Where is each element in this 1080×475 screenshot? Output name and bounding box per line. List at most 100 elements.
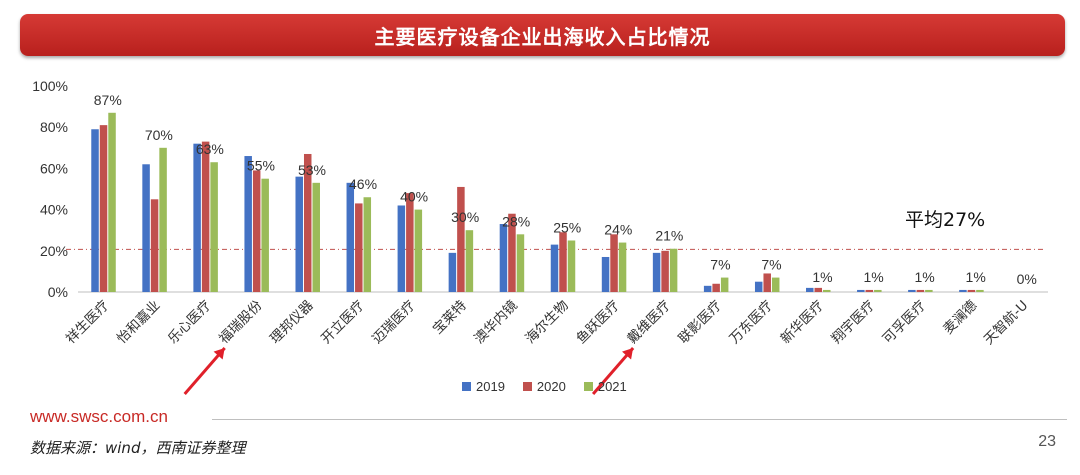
data-label: 1% [915, 269, 935, 285]
y-tick-label: 40% [40, 202, 68, 218]
x-tick-label: 开立医疗 [318, 298, 367, 347]
x-tick-label: 祥生医疗 [63, 298, 112, 347]
bar-2021 [363, 197, 372, 292]
bar-2020 [303, 153, 312, 292]
bar-2019 [91, 129, 99, 292]
y-tick-label: 80% [40, 119, 68, 135]
data-label: 0% [1017, 271, 1037, 287]
highlight-arrow-shaft [591, 347, 635, 395]
x-tick-label: 鱼跃医疗 [573, 297, 623, 347]
average-label: 平均27% [905, 209, 985, 231]
x-tick-label: 可孚医疗 [880, 298, 929, 347]
data-label: 24% [604, 222, 632, 238]
bar-2019 [754, 281, 763, 292]
bar-2019 [806, 287, 814, 292]
x-tick-label: 迈瑞医疗 [369, 298, 418, 347]
bar-2021 [976, 289, 984, 292]
bar-2020 [559, 232, 567, 292]
bar-2019 [601, 256, 610, 292]
bar-2021 [925, 289, 933, 292]
data-label: 87% [94, 92, 122, 108]
bar-2021 [823, 289, 831, 292]
data-label: 1% [966, 269, 986, 285]
data-label: 63% [196, 141, 224, 157]
bar-2020 [916, 289, 925, 292]
bar-2019 [703, 285, 712, 292]
bar-2021 [465, 230, 474, 292]
legend-label-2019: 2019 [476, 379, 505, 394]
bar-2020 [355, 203, 363, 292]
bar-2020 [763, 273, 771, 292]
data-label: 40% [400, 189, 428, 205]
x-tick-label: 海尔生物 [522, 298, 571, 347]
x-tick-label: 理邦仪器 [267, 297, 317, 347]
bar-2021 [108, 112, 116, 292]
bar-2021 [159, 147, 167, 292]
data-label: 30% [451, 209, 479, 225]
x-tick-label: 天智航-U [981, 298, 1031, 348]
legend-item-2019: 2019 [462, 379, 505, 394]
bar-2021 [874, 289, 882, 292]
bar-2020 [712, 283, 720, 292]
bar-2021 [414, 209, 423, 292]
bar-2020 [865, 289, 874, 292]
highlight-arrow-head [213, 348, 225, 360]
x-tick-label: 新华医疗 [778, 298, 827, 347]
bar-2021 [567, 240, 576, 292]
bar-2019 [652, 252, 661, 292]
bar-2019 [142, 164, 150, 292]
x-tick-label: 澳华内镜 [471, 297, 521, 347]
x-tick-label: 翔宇医疗 [829, 298, 878, 347]
data-label: 55% [247, 158, 275, 174]
x-tick-label: 福瑞股份 [216, 297, 266, 347]
bar-2019 [397, 205, 406, 292]
bar-2021 [669, 248, 678, 292]
data-label: 53% [298, 162, 326, 178]
bar-2019 [244, 156, 252, 292]
legend: 2019 2020 2021 [462, 379, 627, 394]
legend-item-2020: 2020 [522, 379, 566, 394]
bar-2019 [448, 252, 457, 292]
bar-2021 [516, 234, 525, 292]
bar-2021 [312, 182, 320, 292]
legend-swatch-2021 [583, 382, 593, 391]
bar-2019 [857, 289, 865, 292]
bar-2020 [99, 125, 108, 292]
bar-2020 [457, 186, 465, 292]
bar-2019 [550, 244, 559, 292]
bar-2021 [618, 242, 627, 292]
bar-2020 [661, 250, 669, 292]
data-label: 28% [502, 213, 530, 229]
bar-2020 [150, 199, 159, 292]
bar-2020 [201, 141, 210, 292]
data-label: 7% [761, 257, 781, 273]
bar-2019 [193, 143, 201, 292]
source-note: 数据来源：wind，西南证券整理 [30, 439, 246, 457]
x-tick-label: 麦澜德 [940, 298, 980, 338]
x-tick-label: 万东医疗 [727, 298, 776, 347]
x-tick-label: 联影医疗 [675, 298, 724, 347]
x-tick-label: 宝莱特 [430, 298, 470, 338]
data-label: 70% [145, 127, 173, 143]
bar-2019 [499, 224, 508, 292]
footer-divider [212, 419, 1067, 420]
bar-2020 [967, 289, 976, 292]
highlight-arrow-head [622, 348, 634, 360]
highlight-arrow-shaft [183, 347, 226, 395]
bar-2019 [959, 289, 967, 292]
data-label: 25% [553, 220, 581, 236]
data-label: 1% [812, 269, 832, 285]
y-tick-label: 20% [40, 243, 68, 259]
bar-2021 [261, 178, 269, 292]
footer-url: www.swsc.com.cn [30, 407, 168, 426]
page-number: 23 [1038, 433, 1056, 450]
bar-2019 [346, 182, 355, 292]
bar-2020 [252, 170, 261, 292]
data-label: 1% [863, 269, 883, 285]
bar-2021 [720, 277, 729, 292]
bar-2020 [610, 234, 618, 292]
y-tick-label: 100% [32, 78, 68, 94]
x-tick-label: 怡和嘉业 [114, 298, 163, 347]
chart-title: 主要医疗设备企业出海收入占比情况 [20, 14, 1065, 56]
